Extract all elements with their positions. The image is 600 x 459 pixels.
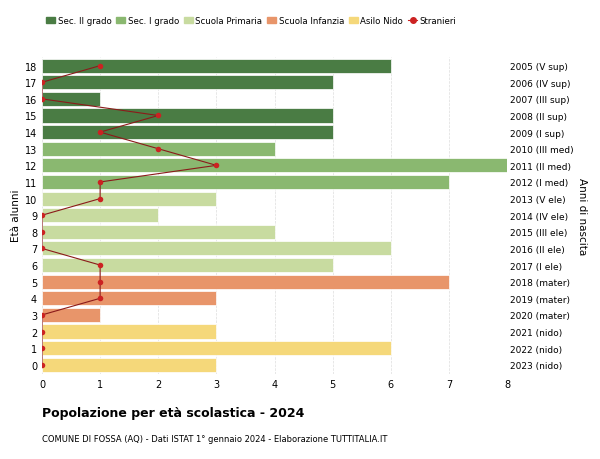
Legend: Sec. II grado, Sec. I grado, Scuola Primaria, Scuola Infanzia, Asilo Nido, Stran: Sec. II grado, Sec. I grado, Scuola Prim…: [46, 17, 456, 26]
Bar: [42, 93, 100, 106]
Bar: [42, 126, 332, 140]
Bar: [42, 192, 217, 206]
Text: Popolazione per età scolastica - 2024: Popolazione per età scolastica - 2024: [42, 406, 304, 419]
Bar: [42, 109, 332, 123]
Bar: [42, 358, 217, 372]
Bar: [42, 209, 158, 223]
Bar: [42, 242, 391, 256]
Bar: [42, 159, 507, 173]
Y-axis label: Anni di nascita: Anni di nascita: [577, 177, 587, 254]
Bar: [42, 76, 332, 90]
Bar: [42, 60, 391, 73]
Bar: [42, 325, 217, 339]
Bar: [42, 175, 449, 190]
Bar: [42, 258, 332, 273]
Bar: [42, 341, 391, 355]
Bar: [42, 275, 449, 289]
Bar: [42, 308, 100, 322]
Bar: [42, 142, 275, 157]
Text: COMUNE DI FOSSA (AQ) - Dati ISTAT 1° gennaio 2024 - Elaborazione TUTTITALIA.IT: COMUNE DI FOSSA (AQ) - Dati ISTAT 1° gen…: [42, 434, 388, 443]
Bar: [42, 225, 275, 239]
Bar: [42, 291, 217, 306]
Y-axis label: Età alunni: Età alunni: [11, 190, 20, 242]
